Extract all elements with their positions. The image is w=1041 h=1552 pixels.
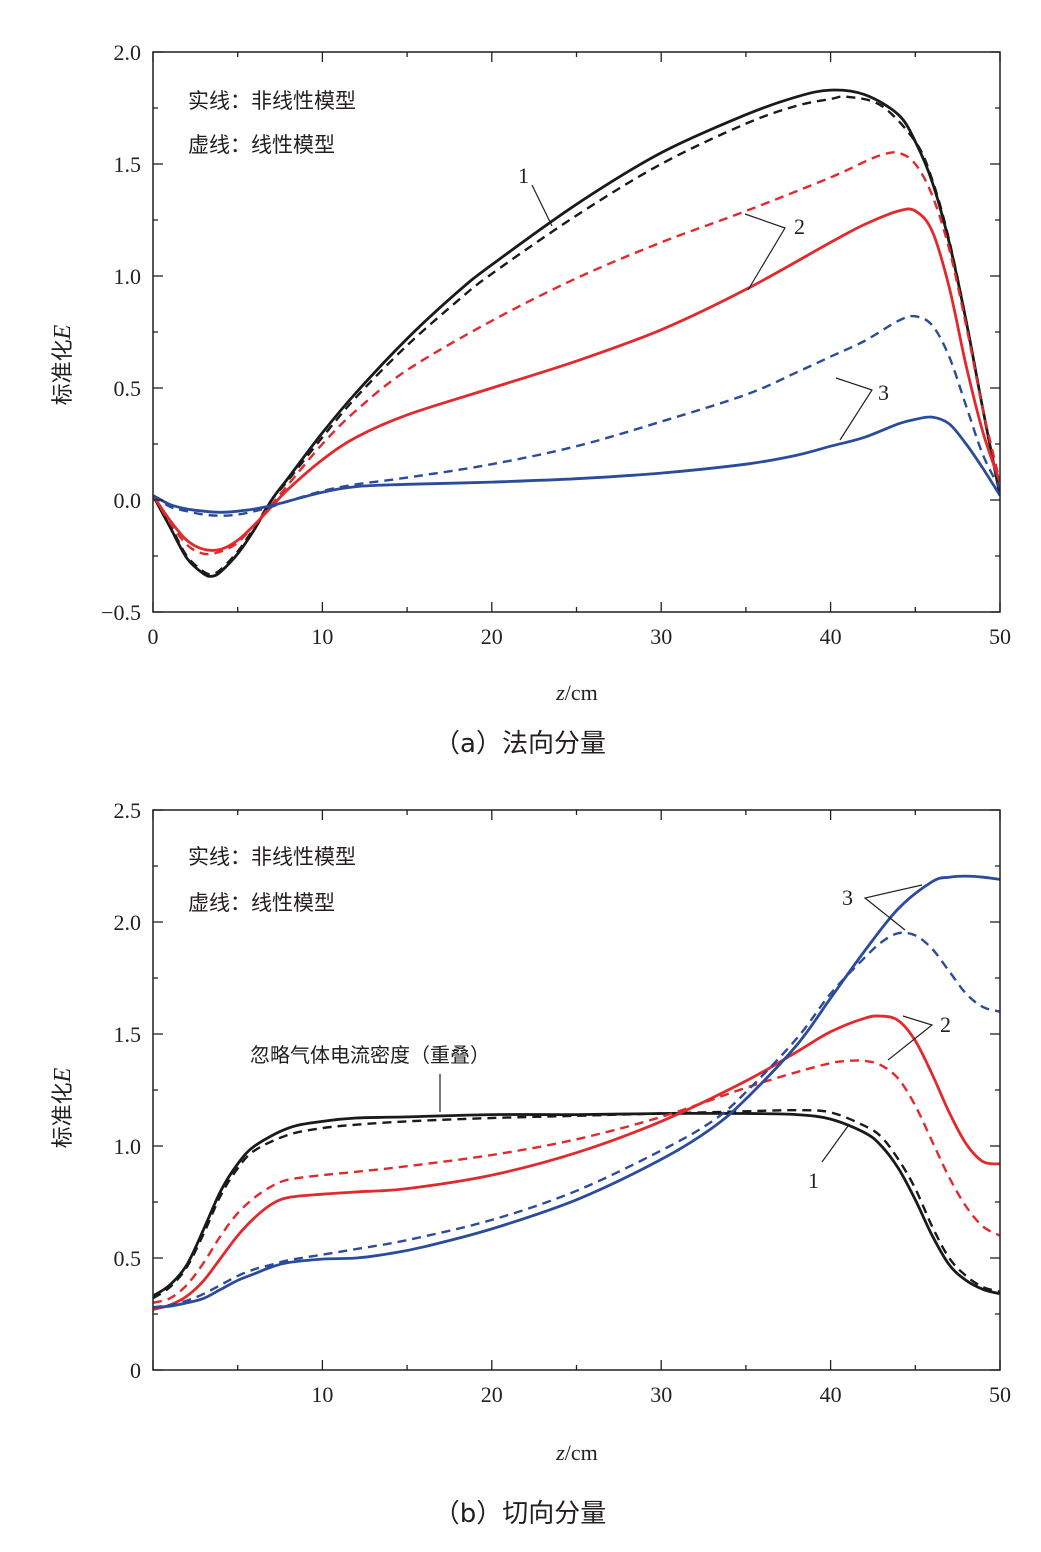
panel-a-legend-dashed: 虚线：线性模型 [188,133,335,157]
panel-a-callout-3: 3 [835,377,889,441]
panel-a-x-tick-label: 20 [481,624,503,649]
panel-b-overlap-annotation: 忽略气体电流密度（重叠） [250,1043,490,1112]
callout-leader-3 [835,377,873,441]
panel-a-series-2-solid [153,207,1000,552]
panel-a-y-tick-label: 1.0 [114,264,142,289]
panel-b-series-3-dashed [153,931,1000,1309]
callout-leader-2 [744,213,786,291]
panel-b-series-2-solid [153,1014,1000,1311]
panel-b-y-tick-label: 2.5 [114,798,142,823]
y-axis-title-symbol: E [50,324,76,340]
callout-label-1: 1 [808,1168,819,1193]
y-axis-title-text: 标准化 [51,339,76,405]
x-axis-title-unit: /cm [565,680,598,705]
panel-b-x-tick-label: 30 [650,1382,672,1407]
panel-b-x-tick-label: 20 [481,1382,503,1407]
callout-label-2: 2 [794,214,805,239]
panel-a-x-tick-label: 0 [148,624,159,649]
panel-a-curves [153,88,1000,578]
chart-panel-b: 10 20 30 40 50 0 0.5 1.0 1.5 2.0 2.5 标准化E z/cm 实线：… [50,798,1011,1529]
panel-a-series-1-dashed [153,95,1000,576]
panel-a-caption: （a）法向分量 [434,729,606,759]
panel-a-x-tick-label: 30 [650,624,672,649]
panel-a-y-tick-label: 0.5 [114,376,142,401]
callout-leader-1 [821,1125,849,1163]
panel-a-series-3-solid [153,415,1000,514]
panel-a-y-tick-label: 1.5 [114,152,142,177]
panel-b-x-tick-label: 50 [989,1382,1011,1407]
panel-b-caption: （b）切向分量 [434,1499,607,1529]
panel-a-callout-2: 2 [744,213,805,291]
panel-b-x-tick-label: 10 [311,1382,333,1407]
panel-b-curves [153,874,1000,1311]
panel-b-y-axis-title: 标准化E [50,1067,76,1148]
panel-a-y-axis-title: 标准化E [50,324,76,405]
panel-b-legend-dashed: 虚线：线性模型 [188,891,335,915]
panel-a-series-2-dashed [153,151,1000,556]
callout-label-3: 3 [878,380,889,405]
x-axis-title-symbol: z [555,1440,565,1465]
panel-a-ticks [152,51,1001,613]
panel-b-callout-2: 2 [887,1012,951,1061]
overlap-annotation-text: 忽略气体电流密度（重叠） [250,1043,490,1067]
panel-b-y-tick-label: 2.0 [114,910,142,935]
panel-b-series-2-dashed [153,1059,1000,1304]
panel-a-y-tick-label: 2.0 [114,40,142,65]
panel-b-y-tick-label: 1.5 [114,1022,142,1047]
panel-b-x-tick-label: 40 [820,1382,842,1407]
callout-label-3: 3 [842,885,853,910]
panel-b-legend-solid: 实线：非线性模型 [188,845,356,869]
panel-b-y-tick-label: 1.0 [114,1134,142,1159]
panel-b-ticks [152,809,1001,1371]
panel-b-series-3-solid [153,874,1000,1309]
x-axis-title-symbol: z [555,680,565,705]
callout-label-2: 2 [940,1012,951,1037]
panel-a-series-3-dashed [153,314,1000,517]
panel-a-callout-1: 1 [518,163,553,227]
panel-a-legend-solid: 实线：非线性模型 [188,89,356,113]
callout-leader-2 [887,1015,934,1061]
y-axis-title-text: 标准化 [51,1082,76,1148]
panel-a-x-tick-label: 40 [820,624,842,649]
panel-a-x-axis-title: z/cm [555,680,598,705]
panel-b-tick-labels: 10 20 30 40 50 0 0.5 1.0 1.5 2.0 2.5 [114,798,1012,1407]
panel-a-x-tick-label: 50 [989,624,1011,649]
panel-a-x-tick-label: 10 [311,624,333,649]
chart-panel-a: 0 10 20 30 40 50 −0.5 0.0 0.5 1.0 1.5 2.0 标准化E z/cm… [50,40,1011,759]
callout-leader-1 [531,184,553,227]
panel-b-y-tick-label: 0.5 [114,1246,142,1271]
callout-label-1: 1 [518,163,529,188]
panel-b-callout-3: 3 [842,884,923,931]
y-axis-title-symbol: E [50,1067,76,1083]
panel-b-series-1-solid [153,1111,1000,1298]
panel-a-y-tick-label: 0.0 [114,488,142,513]
panel-a-tick-labels: 0 10 20 30 40 50 −0.5 0.0 0.5 1.0 1.5 2.0 [101,40,1011,649]
x-axis-title-unit: /cm [565,1440,598,1465]
panel-b-series-1-dashed [153,1108,1000,1300]
panel-a-y-tick-label: −0.5 [101,600,141,625]
panel-b-callout-1: 1 [808,1125,849,1193]
panel-b-y-tick-label: 0 [130,1358,141,1383]
panel-b-x-axis-title: z/cm [555,1440,598,1465]
callout-leader-3 [863,884,923,931]
